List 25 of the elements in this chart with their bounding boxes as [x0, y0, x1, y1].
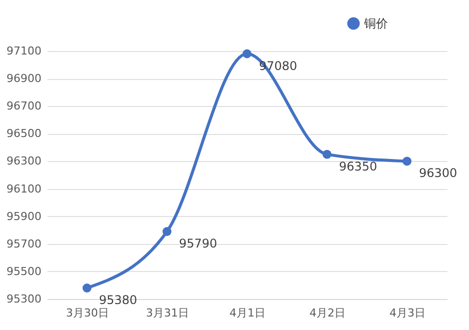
x-tick-label: 3月30日: [66, 306, 109, 320]
data-label: 96300: [419, 166, 458, 180]
point: [162, 227, 172, 236]
x-tick-label: 4月2日: [310, 306, 346, 320]
x-tick-label: 4月3日: [390, 306, 426, 320]
legend-label: 铜价: [363, 16, 388, 30]
y-tick-label: 96700: [6, 100, 42, 113]
x-tick-label: 4月1日: [230, 306, 266, 320]
y-tick-label: 95500: [6, 264, 42, 278]
point: [322, 150, 332, 159]
data-label: 95790: [179, 236, 218, 250]
y-tick-label: 95900: [6, 210, 42, 223]
point: [402, 156, 412, 166]
y-tick-label: 96300: [6, 154, 42, 168]
data-label: 95380: [99, 292, 138, 307]
y-tick-label: 95700: [6, 237, 42, 250]
y-tick-label: 95300: [6, 292, 42, 306]
point: [82, 284, 92, 292]
y-tick-label: 96900: [6, 72, 42, 86]
y-tick-label: 96500: [6, 127, 42, 140]
y-tick-label: 96100: [6, 182, 42, 196]
x-tick-label: 3月31日: [146, 306, 189, 320]
data-label: 96350: [339, 159, 378, 174]
y-tick-label: 97100: [6, 44, 42, 58]
point: [242, 49, 252, 58]
